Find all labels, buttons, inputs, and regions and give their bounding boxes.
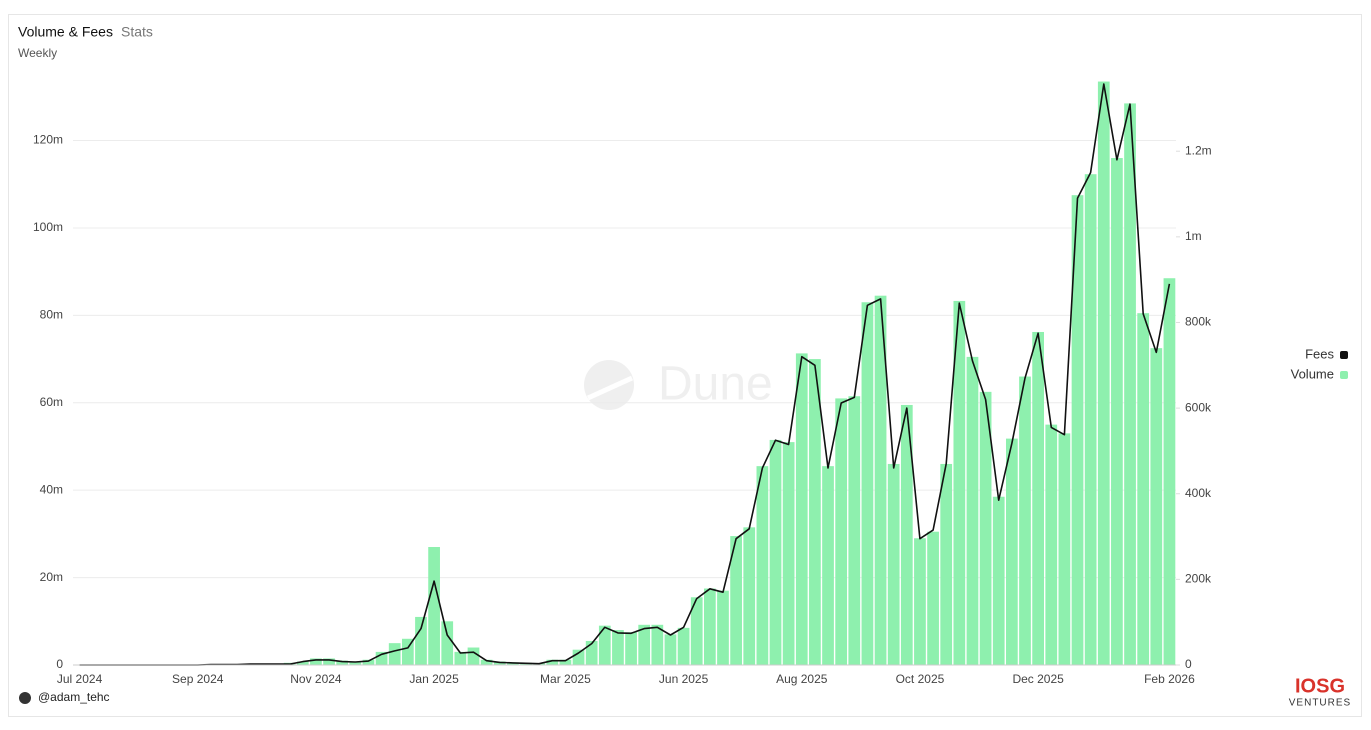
y-tick-label: 20m xyxy=(40,570,63,584)
y-tick-label: 80m xyxy=(40,308,63,322)
bar xyxy=(1019,377,1031,665)
x-tick-label: Aug 2025 xyxy=(776,672,828,686)
bar xyxy=(1150,348,1162,665)
y2-tick-label: 200k xyxy=(1185,572,1212,586)
bar xyxy=(468,648,480,665)
bar xyxy=(862,302,874,665)
bar xyxy=(848,396,860,665)
bar xyxy=(809,359,821,665)
bar xyxy=(888,464,900,665)
y-tick-label: 0 xyxy=(56,657,63,671)
bar xyxy=(1137,313,1149,665)
legend-label: Fees xyxy=(1305,346,1334,361)
subtitle: Weekly xyxy=(18,46,57,60)
x-tick-label: Dec 2025 xyxy=(1012,672,1064,686)
bar xyxy=(1098,82,1110,665)
stats-tab[interactable]: Stats xyxy=(121,24,153,40)
bar xyxy=(927,532,939,665)
bar xyxy=(415,617,427,665)
author-avatar xyxy=(19,692,31,704)
bar xyxy=(389,643,401,665)
bar xyxy=(822,466,834,665)
bar xyxy=(1124,103,1136,665)
bar xyxy=(757,466,769,665)
bar xyxy=(835,398,847,665)
bar xyxy=(993,497,1005,665)
legend-swatch xyxy=(1340,351,1348,359)
x-tick-label: Mar 2025 xyxy=(540,672,591,686)
logo-sub: VENTURES xyxy=(1289,698,1351,709)
bar xyxy=(967,357,979,665)
y2-tick-label: 800k xyxy=(1185,315,1212,329)
legend-swatch xyxy=(1340,371,1348,379)
bar xyxy=(770,440,782,665)
bar xyxy=(914,538,926,665)
y2-tick-label: 1.2m xyxy=(1185,143,1212,157)
x-tick-label: Oct 2025 xyxy=(896,672,945,686)
y-tick-label: 120m xyxy=(33,133,63,147)
y-tick-label: 100m xyxy=(33,220,63,234)
bar xyxy=(1111,158,1123,665)
bar xyxy=(454,652,466,665)
bar xyxy=(743,527,755,665)
x-tick-label: Nov 2024 xyxy=(290,672,342,686)
bar xyxy=(651,625,663,665)
x-tick-label: Jul 2024 xyxy=(57,672,103,686)
author[interactable]: @adam_tehc xyxy=(38,690,110,704)
bar xyxy=(1164,278,1176,665)
bar xyxy=(783,442,795,665)
bar xyxy=(1032,332,1044,665)
y2-tick-label: 1m xyxy=(1185,229,1202,243)
x-tick-label: Jun 2025 xyxy=(659,672,709,686)
logo: IOSG xyxy=(1295,675,1345,697)
bar xyxy=(625,632,637,665)
legend-label: Volume xyxy=(1291,366,1334,381)
x-tick-label: Jan 2025 xyxy=(409,672,459,686)
bar xyxy=(940,464,952,665)
x-tick-label: Sep 2024 xyxy=(172,672,224,686)
bar xyxy=(665,634,677,665)
bar xyxy=(717,591,729,665)
bar xyxy=(428,547,440,665)
bar xyxy=(1006,439,1018,665)
bar xyxy=(1045,425,1057,665)
bar xyxy=(704,589,716,665)
bar xyxy=(1085,174,1097,665)
y2-tick-label: 600k xyxy=(1185,400,1212,414)
y-tick-label: 60m xyxy=(40,395,63,409)
bar xyxy=(441,621,453,665)
x-tick-label: Feb 2026 xyxy=(1144,672,1195,686)
bar xyxy=(1059,433,1071,665)
y-tick-label: 40m xyxy=(40,482,63,496)
bar xyxy=(796,353,808,665)
bar xyxy=(612,630,624,665)
chart-title: Volume & Fees xyxy=(18,24,113,40)
bar xyxy=(678,628,690,665)
y2-tick-label: 0 xyxy=(1185,657,1192,671)
y2-tick-label: 400k xyxy=(1185,486,1212,500)
